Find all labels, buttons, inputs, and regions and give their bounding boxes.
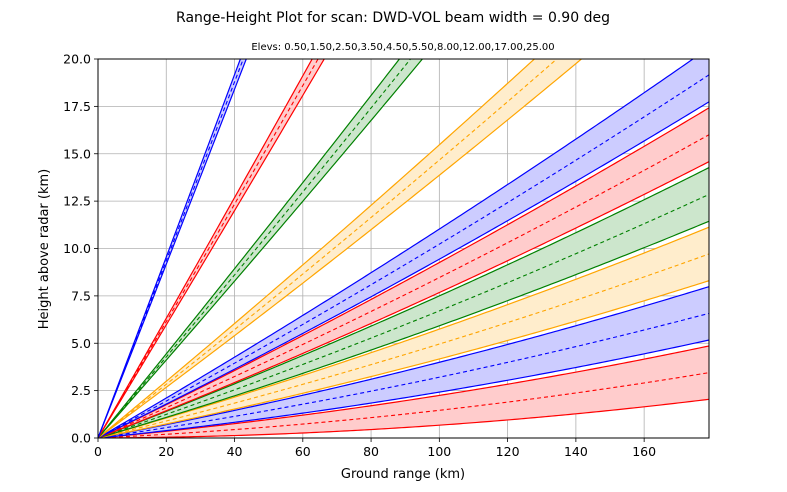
beam-elev-0-5 <box>98 345 709 438</box>
y-tick-label: 0.0 <box>71 431 91 446</box>
beam-lower-edge <box>98 101 709 438</box>
beam-elev-8 <box>98 59 583 438</box>
beam-center-line <box>98 74 709 438</box>
x-tick-label: 40 <box>227 444 243 459</box>
x-tick-label: 100 <box>427 444 451 459</box>
chart-subtitle: Elevs: 0.50,1.50,2.50,3.50,4.50,5.50,8.0… <box>251 42 554 53</box>
ticks: 0 20 40 60 80 100 120 140 160 0.0 2.5 5.0 7.5 10.0 12.… <box>63 52 656 460</box>
beam-center-line <box>98 134 709 438</box>
beam-upper-edge <box>98 59 695 438</box>
beam-lower-edge <box>98 160 709 438</box>
beam-elev-25 <box>98 59 247 438</box>
beam-lower-edge <box>98 59 325 438</box>
beam-elev-12 <box>98 59 424 438</box>
beam-elev-2-5 <box>98 226 709 438</box>
y-tick-label: 5.0 <box>71 336 91 351</box>
x-axis-label: Ground range (km) <box>341 467 465 482</box>
x-tick-label: 80 <box>363 444 379 459</box>
beam-elev-5-5 <box>98 59 709 438</box>
beam-upper-edge <box>98 166 709 438</box>
x-tick-label: 120 <box>496 444 520 459</box>
y-tick-label: 15.0 <box>63 146 91 161</box>
beam-fill <box>98 286 709 438</box>
beam-center-line <box>98 59 244 438</box>
beam-center-line <box>98 59 412 438</box>
y-axis-label: Height above radar (km) <box>37 169 52 329</box>
beam-lower-edge <box>98 398 709 438</box>
x-tick-label: 60 <box>295 444 311 459</box>
y-tick-label: 20.0 <box>63 52 91 67</box>
chart-title: Range-Height Plot for scan: DWD-VOL beam… <box>176 10 610 26</box>
beam-fill <box>98 59 423 438</box>
beam-center-line <box>98 59 558 438</box>
y-tick-label: 10.0 <box>63 241 91 256</box>
beam-upper-edge <box>98 286 709 438</box>
x-tick-label: 20 <box>158 444 174 459</box>
beam-fill <box>98 59 709 438</box>
beam-upper-edge <box>98 345 709 438</box>
beam-center-line <box>98 312 709 438</box>
beam-upper-edge <box>98 59 313 438</box>
beam-upper-edge <box>98 107 709 438</box>
beam-elev-3-5 <box>98 166 709 438</box>
beam-lower-edge <box>98 59 583 438</box>
beam-upper-edge <box>98 226 709 438</box>
beam-center-line <box>98 253 709 438</box>
y-tick-label: 7.5 <box>71 288 91 303</box>
y-tick-label: 12.5 <box>63 194 91 209</box>
beam-center-line <box>98 193 709 438</box>
beam-elev-1-5 <box>98 286 709 438</box>
beam-elev-4-5 <box>98 107 709 438</box>
beam-center-line <box>98 372 709 438</box>
beam-lower-edge <box>98 59 424 438</box>
beam-fill <box>98 345 709 438</box>
x-tick-label: 160 <box>632 444 656 459</box>
beam-upper-edge <box>98 59 536 438</box>
beam-upper-edge <box>98 59 401 438</box>
beam-fill <box>98 59 582 438</box>
beam-layer <box>98 59 709 438</box>
beam-lower-edge <box>98 220 709 438</box>
y-tick-label: 17.5 <box>63 99 91 114</box>
y-tick-label: 2.5 <box>71 383 91 398</box>
beam-lower-edge <box>98 339 709 438</box>
x-tick-label: 0 <box>94 444 102 459</box>
beam-lower-edge <box>98 280 709 438</box>
x-tick-label: 140 <box>564 444 588 459</box>
beam-elev-17 <box>98 59 325 438</box>
